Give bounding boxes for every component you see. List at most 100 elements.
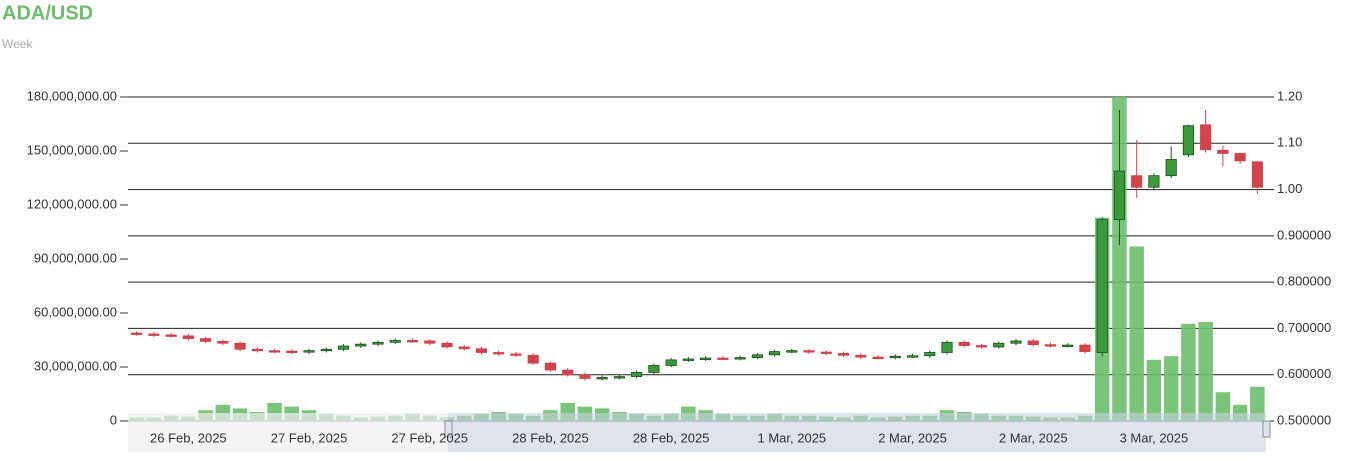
candle-body <box>958 341 970 346</box>
candle-body <box>1200 124 1212 151</box>
candle-body <box>424 340 436 344</box>
candle-body <box>389 340 401 343</box>
y-tick-label: 120,000,000.00 <box>27 196 117 211</box>
x-tick-label: 27 Feb, 2025 <box>271 430 348 445</box>
x-tick-label: 2 Mar, 2025 <box>999 430 1068 445</box>
candle-body <box>631 371 643 377</box>
candle-body <box>251 348 263 352</box>
candle-body <box>1131 175 1143 188</box>
y-tick-label: 180,000,000.00 <box>27 88 117 103</box>
candle-body <box>820 351 832 354</box>
y-tick-label: 30,000,000.00 <box>34 358 117 373</box>
candle-body <box>406 340 419 343</box>
candle-body <box>1010 340 1022 344</box>
candle-body <box>579 374 591 379</box>
candle-body <box>924 352 936 357</box>
candle-body <box>217 340 229 344</box>
volume-bar <box>1181 323 1196 421</box>
candle-body <box>1165 159 1177 177</box>
candle-body <box>182 335 194 340</box>
candle-body <box>1096 219 1108 353</box>
chart-subtitle: Week <box>2 37 33 51</box>
candle-body <box>751 354 763 358</box>
volume-bar <box>1146 359 1162 421</box>
y2-tick-label: 0.700000 <box>1277 320 1331 335</box>
y2-tick-label: 1.20 <box>1277 88 1302 103</box>
candle-body <box>1217 149 1229 154</box>
candle-body <box>441 342 453 348</box>
candle-body <box>200 338 212 342</box>
volume-bar <box>1129 246 1144 421</box>
candle-body <box>1044 344 1057 347</box>
x-tick-label: 2 Mar, 2025 <box>878 430 947 445</box>
candle-body <box>148 333 160 336</box>
candle-body <box>234 342 246 350</box>
y2-tick-label: 0.600000 <box>1277 366 1331 381</box>
x-tick-label: 27 Feb, 2025 <box>391 430 468 445</box>
x-tick-label: 28 Feb, 2025 <box>512 430 589 445</box>
y-tick-label: 0 <box>110 412 117 427</box>
candle-body <box>596 377 608 380</box>
x-tick-label: 3 Mar, 2025 <box>1120 430 1189 445</box>
candle-body <box>165 334 177 337</box>
candle-body <box>717 357 729 360</box>
candle-body <box>786 350 798 353</box>
candle-body <box>1148 175 1160 188</box>
volume-bar <box>1198 322 1213 421</box>
x-tick-label: 1 Mar, 2025 <box>758 430 827 445</box>
candle-body <box>1079 344 1091 352</box>
candle-body <box>1182 125 1194 156</box>
candle-body <box>355 343 367 347</box>
candle-body <box>320 348 332 352</box>
candle-body <box>975 345 988 348</box>
y2-tick-label: 1.10 <box>1277 135 1302 150</box>
candle-body <box>1062 344 1074 347</box>
candle-body <box>855 354 867 358</box>
volume-bar <box>1163 356 1179 421</box>
candle-body <box>286 350 298 354</box>
candle-body <box>510 353 522 356</box>
candle-body <box>837 353 850 356</box>
volume-bar <box>1250 386 1265 421</box>
candle-body <box>613 376 625 379</box>
y-tick-label: 90,000,000.00 <box>34 250 117 265</box>
candle-body <box>1234 153 1246 162</box>
candle-body <box>1113 170 1126 221</box>
chart-title: ADA/USD <box>2 2 93 24</box>
axis-labels: 0 30,000,000.00 60,000,000.00 90,000,000.00… <box>27 88 1332 445</box>
candle-body <box>493 352 505 355</box>
candle-body <box>544 362 557 371</box>
candle-body <box>700 357 712 360</box>
y-tick-label: 150,000,000.00 <box>27 142 117 157</box>
y2-tick-label: 1.00 <box>1277 181 1302 196</box>
y2-tick-label: 0.900000 <box>1277 227 1331 242</box>
candle-body <box>458 346 470 350</box>
candle-body <box>769 351 781 356</box>
candle-body <box>889 355 901 359</box>
volume-layer <box>129 97 1265 421</box>
candle-layer <box>131 109 1263 381</box>
candle-body <box>303 350 315 353</box>
candle-body <box>682 358 694 361</box>
grid <box>120 96 1274 422</box>
candle-body <box>337 345 350 350</box>
candle-body <box>734 357 746 360</box>
candle-body <box>803 350 815 353</box>
candle-body <box>648 365 660 373</box>
y2-tick-label: 0.500000 <box>1277 412 1331 427</box>
navigator-left <box>128 413 448 452</box>
y-tick-label: 60,000,000.00 <box>34 304 117 319</box>
navigator-handle[interactable] <box>1262 420 1271 438</box>
candle-body <box>665 359 677 366</box>
candle-body <box>562 369 574 376</box>
navigator-handle[interactable] <box>444 420 453 438</box>
candle-body <box>527 354 539 364</box>
y2-tick-label: 0.800000 <box>1277 274 1331 289</box>
candle-body <box>372 341 384 345</box>
navigator-window[interactable] <box>448 413 1266 452</box>
candle-body <box>268 350 281 353</box>
x-tick-label: 28 Feb, 2025 <box>633 430 710 445</box>
candle-body <box>475 348 488 353</box>
candle-body <box>1251 161 1263 188</box>
